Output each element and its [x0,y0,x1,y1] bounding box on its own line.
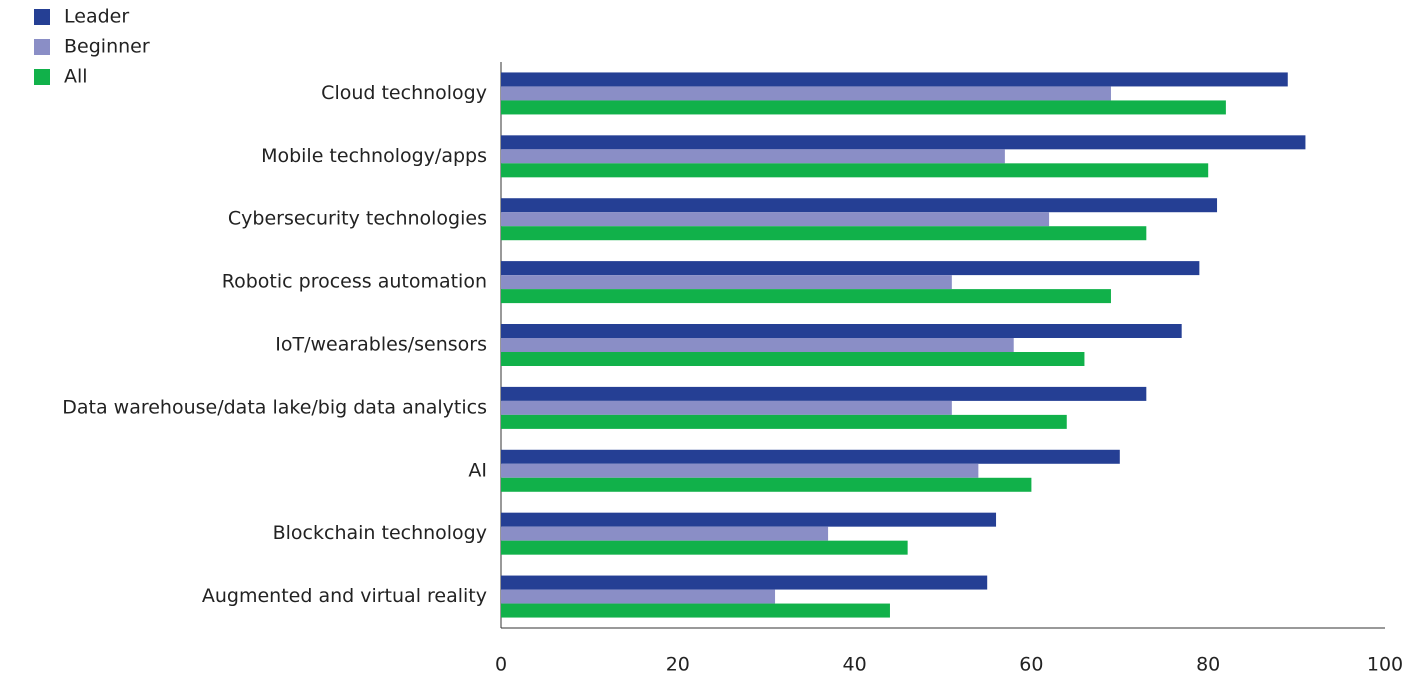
bar [501,149,1005,164]
x-tick-label: 100 [1367,654,1403,676]
bar [501,352,1085,366]
x-tick-label: 0 [495,654,507,676]
y-tick-label: Data warehouse/data lake/big data analyt… [62,396,487,418]
bar [501,338,1014,352]
bar [501,72,1288,87]
legend-swatch [34,39,50,55]
bar [501,198,1218,213]
bar [501,163,1209,178]
bar [501,86,1111,101]
bar [501,289,1111,304]
bar [501,512,997,527]
bar [501,540,908,555]
bar [501,603,890,618]
bar [501,212,1050,227]
bar [501,100,1226,115]
bar [501,526,829,541]
y-tick-label: AI [468,459,487,481]
bar [501,400,952,415]
bar [501,575,988,590]
bar [501,477,1032,492]
x-tick-label: 60 [1019,654,1043,676]
legend-label: All [64,66,88,88]
y-tick-label: Augmented and virtual reality [202,585,487,607]
legend-label: Beginner [64,36,150,58]
y-tick-label: Cybersecurity technologies [228,208,487,230]
x-tick-label: 40 [843,654,867,676]
bar [501,386,1147,401]
y-tick-label: IoT/wearables/sensors [275,334,487,356]
bar [501,261,1200,276]
y-tick-label: Cloud technology [321,82,487,104]
x-tick-label: 80 [1196,654,1220,676]
legend-swatch [34,69,50,85]
legend-label: Leader [64,6,129,28]
bar [501,226,1147,241]
y-tick-label: Mobile technology/apps [261,145,487,167]
bar [501,135,1306,150]
bar [501,275,952,290]
bar [501,414,1067,429]
bar [501,324,1182,338]
legend-swatch [34,9,50,25]
bar [501,589,776,604]
bar [501,463,979,478]
x-tick-label: 20 [666,654,690,676]
y-tick-label: Blockchain technology [273,522,487,544]
y-tick-label: Robotic process automation [222,271,487,293]
bar [501,449,1120,464]
